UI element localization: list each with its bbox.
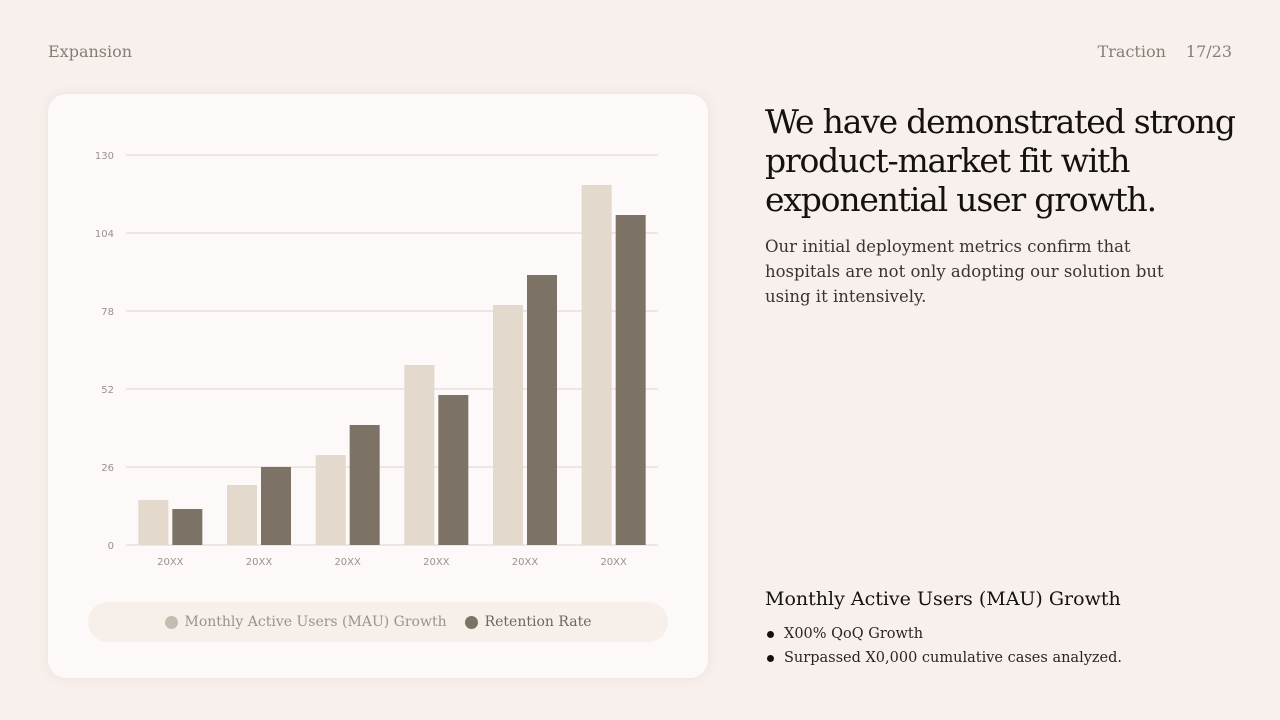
x-tick-label: 20XX [600, 557, 627, 568]
details-list: X00% QoQ Growth Surpassed X0,000 cumulat… [765, 622, 1122, 670]
page-number: 17/23 [1185, 42, 1232, 61]
y-tick-label: 130 [95, 151, 114, 162]
chart-legend: Monthly Active Users (MAU) Growth Retent… [88, 602, 668, 642]
bar-mau [404, 365, 435, 545]
legend-label-mau: Monthly Active Users (MAU) Growth [184, 614, 447, 630]
bar-mau [315, 455, 346, 545]
bar-retention [527, 275, 557, 545]
y-tick-label: 104 [95, 229, 114, 240]
legend-dot-retention [464, 615, 478, 629]
legend-dot-mau [164, 615, 178, 629]
x-tick-label: 20XX [246, 557, 273, 568]
bar-mau [227, 485, 257, 545]
legend-item-retention: Retention Rate [464, 614, 592, 630]
x-tick-label: 20XX [512, 557, 539, 568]
y-tick-label: 0 [108, 541, 114, 552]
category-label: Traction [1097, 42, 1166, 61]
x-tick-label: 20XX [334, 557, 361, 568]
bar-retention [261, 467, 291, 545]
bar-retention [615, 215, 646, 545]
legend-item-mau: Monthly Active Users (MAU) Growth [164, 614, 447, 630]
y-tick-label: 52 [101, 385, 114, 396]
y-tick-label: 26 [101, 463, 114, 474]
list-item: X00% QoQ Growth [765, 622, 1122, 646]
page-meta: Traction 17/23 [1098, 42, 1232, 61]
bar-mau [581, 185, 612, 545]
x-tick-label: 20XX [423, 557, 450, 568]
chart-card: 0 26 52 78 104 130 20XX 20XX 20XX 20XX 20XX 20XX Mo… [48, 94, 708, 678]
subtext: Our initial deployment metrics confirm t… [765, 237, 1164, 306]
details-title: Monthly Active Users (MAU) Growth [765, 588, 1121, 610]
section-label: Expansion [48, 42, 133, 61]
list-item: Surpassed X0,000 cumulative cases analyz… [765, 646, 1122, 670]
bar-retention [349, 425, 380, 545]
bar-mau [138, 500, 169, 545]
legend-label-retention: Retention Rate [484, 614, 592, 630]
bar-mau [493, 305, 523, 545]
bar-retention [438, 395, 469, 545]
bar-retention [172, 509, 203, 545]
x-tick-label: 20XX [157, 557, 184, 568]
headline: We have demonstrated strong product-mark… [765, 102, 1236, 219]
y-tick-label: 78 [101, 307, 114, 318]
bar-chart: 0 26 52 78 104 130 20XX 20XX 20XX 20XX 20XX 20XX [95, 151, 658, 568]
